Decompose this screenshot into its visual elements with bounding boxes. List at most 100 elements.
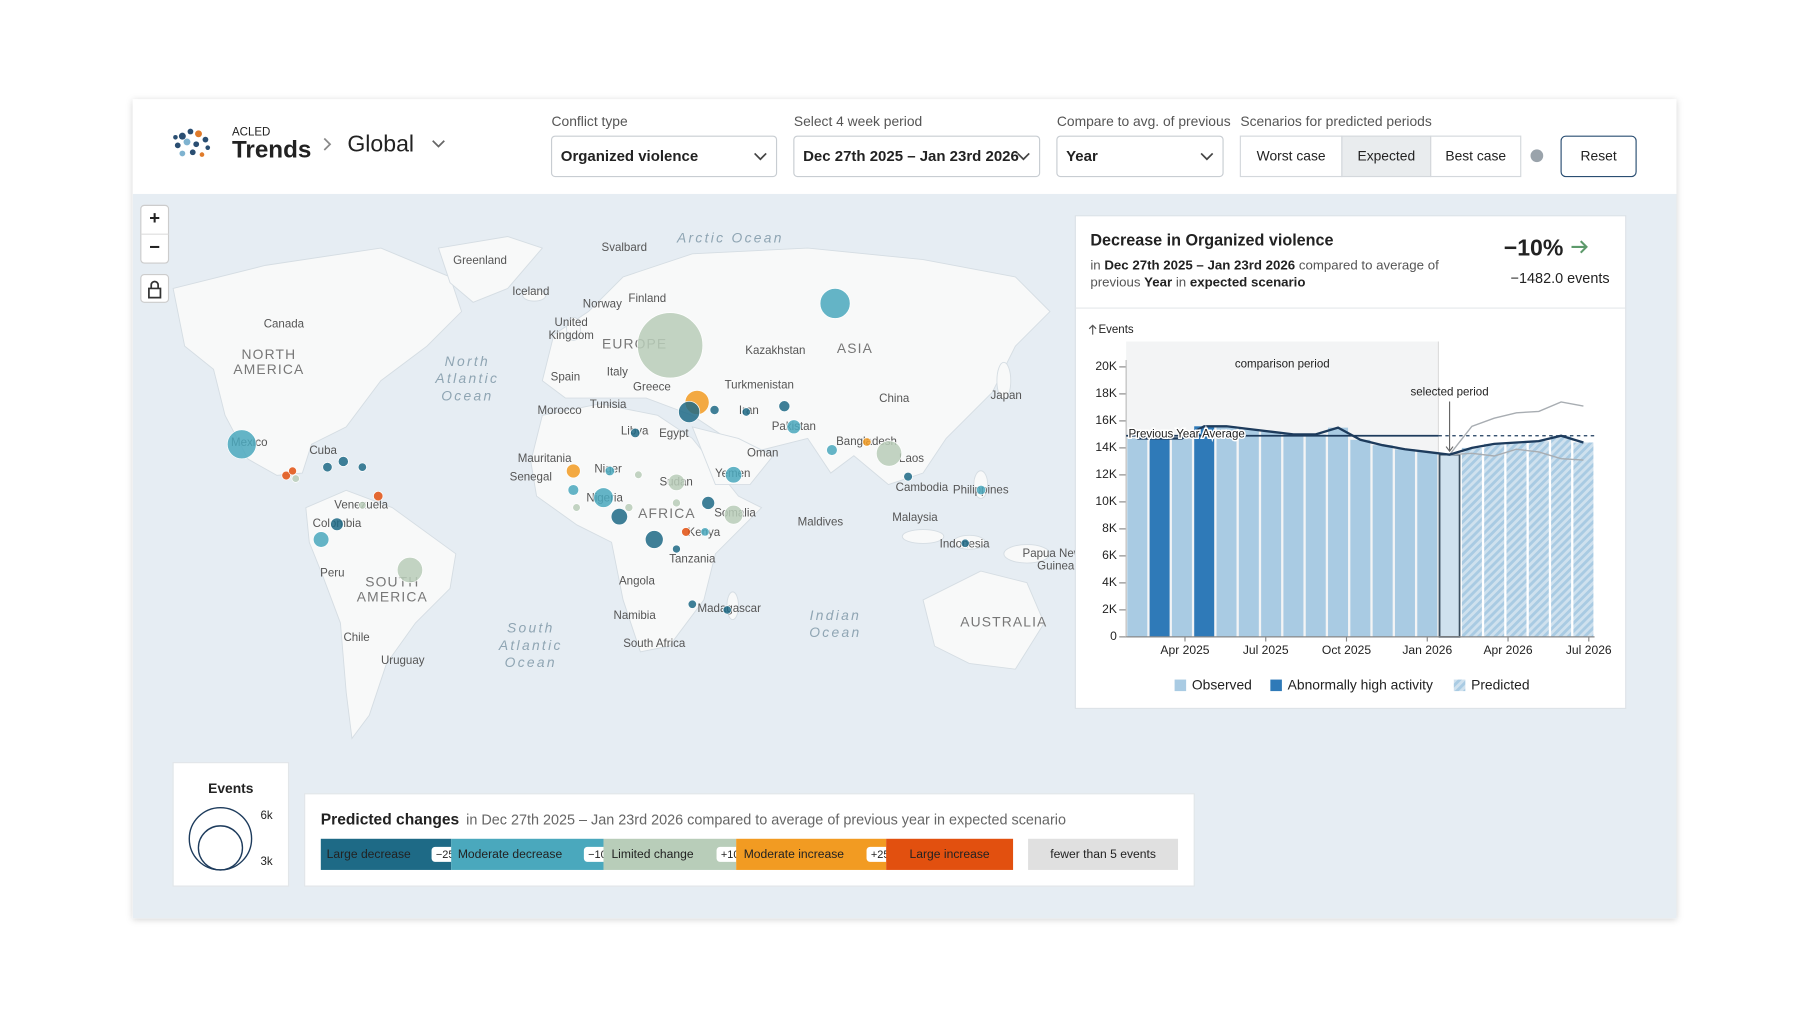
event-bubble[interactable] [778,400,791,413]
change-swatch [320,838,452,870]
brand: ACLED [232,127,270,139]
event-bubble[interactable] [330,517,344,531]
control-label: Select 4 week period [794,113,922,129]
event-bubble[interactable] [567,484,580,496]
subtitle-part: in [1172,274,1190,289]
bar [1350,439,1371,637]
event-bubble[interactable] [281,470,291,481]
event-bubble[interactable] [291,474,300,483]
event-bubble[interactable] [630,427,641,438]
event-bubble[interactable] [337,456,349,467]
event-bubble[interactable] [724,466,743,484]
legend-swatch [1453,679,1466,692]
legend-swatch [1270,679,1282,692]
subtitle-part: Year [1144,274,1172,289]
event-bubble[interactable] [610,508,628,526]
event-bubble[interactable] [875,440,903,467]
subtitle-part: Dec 27th 2025 – Jan 23rd 2026 [1104,257,1295,272]
event-bubble[interactable] [741,407,751,417]
event-bubble[interactable] [667,473,686,491]
map-label: Ocean [809,624,861,640]
scenario-label: Expected [1357,148,1415,164]
event-bubble[interactable] [288,466,297,476]
event-bubble[interactable] [566,463,581,479]
event-bubble[interactable] [723,504,744,525]
event-bubble[interactable] [709,405,720,415]
map-label: United [555,317,588,329]
bar [1194,426,1215,637]
zoom-in[interactable]: + [149,207,160,228]
subtitle-part: compared to average of [1295,257,1439,272]
info-icon[interactable] [1530,149,1544,163]
event-bubble[interactable] [722,605,732,615]
event-bubble[interactable] [373,490,384,502]
region-dropdown[interactable] [432,140,445,148]
region[interactable]: Global [347,130,414,156]
map-label: Italy [607,367,628,379]
subtitle-part: previous [1090,274,1144,289]
event-bubble[interactable] [593,487,614,508]
scenario-button[interactable] [1430,135,1522,178]
event-bubble[interactable] [672,544,681,554]
map-label: Canada [264,318,305,330]
y-tick-label: 6K [1102,548,1117,562]
change-percent: −10% [1504,234,1564,260]
subtitle-part: expected scenario [1190,274,1306,289]
x-tick-label: Jan 2026 [1402,643,1452,657]
x-tick-label: Jul 2026 [1566,643,1612,657]
size-label: 6k [261,810,273,822]
event-bubble[interactable] [903,471,913,482]
event-bubble[interactable] [681,527,691,537]
map-label: Cambodia [896,482,949,494]
annotation-arrow [1445,401,1454,453]
map-label: NORTH [242,346,297,362]
map-label: South [507,619,555,635]
legends: Events 6k 3k Predicted changes in Dec 27th 2… [188,780,1179,871]
event-bubble[interactable] [637,312,704,379]
map-label: Atlantic [498,637,563,653]
event-bubble[interactable] [678,400,701,423]
event-bubble[interactable] [396,556,424,584]
event-bubble[interactable] [687,599,697,609]
change-name: Moderate decrease [458,847,563,861]
change-swatch [603,838,737,870]
map-label: Maldives [798,517,844,529]
event-bubble[interactable] [786,419,802,435]
event-bubble[interactable] [819,288,851,319]
select-box[interactable] [1056,135,1224,178]
event-bubble[interactable] [604,465,615,477]
event-bubble[interactable] [644,530,664,549]
event-bubble[interactable] [634,470,643,479]
event-bubble[interactable] [572,503,581,512]
event-bubble[interactable] [975,484,987,496]
map-label: Egypt [659,428,689,440]
event-bubble[interactable] [700,527,710,537]
event-bubble[interactable] [312,531,330,548]
scenario-button[interactable] [1341,135,1432,178]
event-bubble[interactable] [960,538,970,548]
event-bubble[interactable] [624,503,634,512]
map-label: Arctic Ocean [676,229,784,245]
select-box[interactable] [793,135,1041,178]
event-bubble[interactable] [672,498,681,508]
zoom-out[interactable]: − [149,236,160,257]
map-label: Norway [583,299,622,311]
reset-button[interactable] [1560,135,1637,178]
event-bubble[interactable] [357,462,367,472]
event-bubble[interactable] [358,501,367,510]
bar [1417,451,1438,637]
map-label: Angola [619,576,655,588]
select-box[interactable] [550,135,778,178]
bar [1261,431,1282,637]
change-name: Limited change [611,847,693,861]
event-bubble[interactable] [226,429,257,460]
map-label: Cuba [309,445,337,457]
average-label: Previous Year Average [1128,429,1244,441]
event-bubble[interactable] [862,437,872,447]
map-label: Oman [747,447,778,459]
map-label: Kazakhstan [745,345,805,357]
event-bubble[interactable] [826,444,838,456]
product: Trends [232,137,311,164]
event-bubble[interactable] [322,462,333,473]
event-bubble[interactable] [701,496,716,510]
